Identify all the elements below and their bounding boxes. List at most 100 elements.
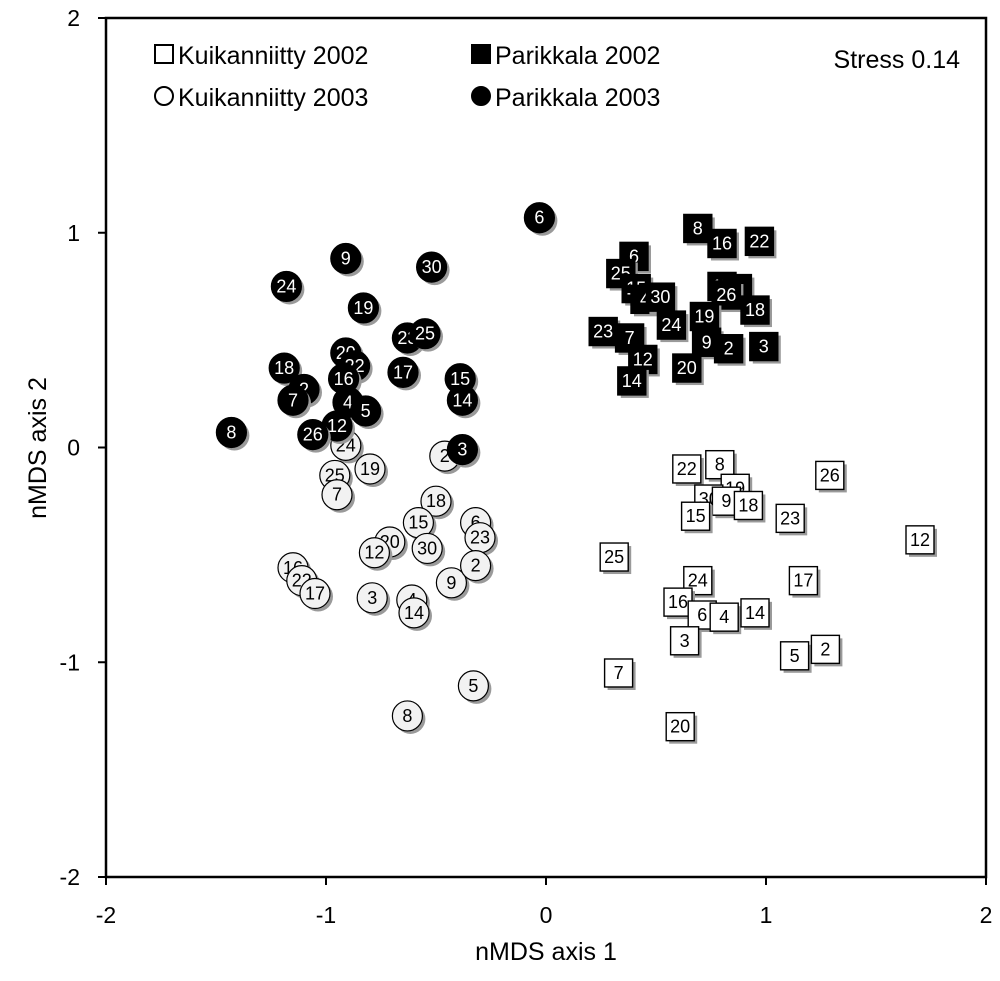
point-label: 5 bbox=[468, 676, 478, 696]
data-point: 24 bbox=[270, 270, 305, 305]
square-marker bbox=[672, 454, 702, 484]
point-label: 9 bbox=[702, 332, 712, 352]
point-label: 16 bbox=[668, 592, 688, 612]
y-axis-title: nMDS axis 2 bbox=[24, 377, 52, 519]
square-marker bbox=[775, 503, 805, 534]
point-label: 22 bbox=[749, 231, 769, 251]
data-point: 20 bbox=[672, 353, 704, 386]
circle-marker bbox=[398, 597, 430, 629]
y-tick-label: -2 bbox=[60, 864, 80, 890]
square-marker bbox=[683, 213, 713, 244]
square-marker bbox=[740, 598, 770, 628]
point-label: 16 bbox=[334, 369, 354, 389]
square-marker bbox=[680, 501, 711, 531]
point-label: 3 bbox=[367, 588, 377, 608]
circle-marker bbox=[523, 202, 556, 234]
point-label: 25 bbox=[415, 324, 435, 344]
series-parikkala-2003: 693024192325202218171621574514122683 bbox=[215, 202, 558, 468]
legend-label: Kuikanniitty 2003 bbox=[178, 84, 368, 112]
point-label: 9 bbox=[446, 573, 456, 593]
point-label: 18 bbox=[738, 495, 758, 515]
legend-circle-icon bbox=[154, 86, 174, 106]
point-label: 9 bbox=[721, 491, 731, 511]
data-point: 9 bbox=[330, 242, 364, 277]
legend-label: Parikkala 2003 bbox=[495, 84, 660, 112]
data-point: 25 bbox=[599, 542, 632, 575]
legend: Kuikanniitty 2002 Kuikanniitty 2003 Parikk… bbox=[154, 42, 660, 112]
x-tick-label: 0 bbox=[540, 902, 553, 928]
square-marker bbox=[740, 295, 770, 325]
data-point: 15 bbox=[680, 501, 713, 534]
point-label: 30 bbox=[650, 287, 670, 307]
point-label: 22 bbox=[677, 459, 697, 479]
circle-marker bbox=[347, 292, 379, 324]
data-point: 24 bbox=[683, 565, 715, 598]
circle-marker bbox=[409, 318, 441, 350]
square-marker bbox=[905, 525, 935, 555]
data-point: 8 bbox=[391, 700, 426, 734]
point-label: 20 bbox=[677, 358, 697, 378]
square-marker bbox=[672, 353, 702, 383]
square-marker bbox=[815, 460, 845, 491]
point-label: 6 bbox=[629, 246, 639, 266]
circle-marker bbox=[354, 453, 386, 485]
square-marker bbox=[788, 565, 819, 596]
point-label: 5 bbox=[361, 401, 371, 421]
circle-marker bbox=[330, 242, 362, 275]
data-point: 22 bbox=[672, 454, 704, 486]
data-point: 17 bbox=[299, 577, 333, 612]
data-point: 8 bbox=[215, 416, 250, 451]
x-tick-label: 1 bbox=[760, 902, 773, 928]
point-label: 2 bbox=[471, 556, 481, 576]
point-label: 3 bbox=[680, 631, 690, 651]
point-label: 8 bbox=[715, 455, 725, 475]
circle-marker bbox=[297, 419, 329, 451]
point-label: 24 bbox=[661, 315, 681, 335]
square-marker bbox=[733, 490, 764, 521]
point-label: 14 bbox=[404, 603, 424, 623]
data-point: 23 bbox=[464, 522, 498, 556]
data-point: 25 bbox=[409, 318, 443, 352]
point-label: 18 bbox=[274, 358, 294, 378]
point-label: 19 bbox=[694, 307, 714, 327]
circle-marker bbox=[321, 479, 353, 511]
y-tick-label: 0 bbox=[67, 435, 80, 461]
square-marker bbox=[588, 316, 618, 347]
point-label: 12 bbox=[364, 543, 384, 563]
point-label: 17 bbox=[393, 362, 413, 382]
data-point: 22 bbox=[744, 226, 777, 259]
square-marker bbox=[749, 331, 779, 362]
point-label: 17 bbox=[305, 584, 325, 604]
square-marker bbox=[707, 228, 737, 259]
circle-marker bbox=[460, 550, 492, 582]
point-label: 16 bbox=[712, 233, 732, 253]
data-point: 7 bbox=[277, 384, 311, 419]
circle-marker bbox=[435, 567, 467, 599]
legend-item: Parikkala 2002 bbox=[471, 42, 660, 70]
circle-marker bbox=[391, 700, 423, 732]
square-marker bbox=[617, 366, 647, 396]
point-label: 15 bbox=[408, 513, 428, 533]
data-point: 24 bbox=[656, 310, 689, 343]
circle-marker bbox=[268, 352, 300, 384]
data-point: 14 bbox=[446, 384, 481, 419]
square-marker bbox=[713, 334, 744, 364]
legend-label: Parikkala 2002 bbox=[495, 42, 660, 70]
square-marker bbox=[656, 310, 687, 340]
point-label: 2 bbox=[440, 446, 450, 466]
circle-marker bbox=[215, 416, 247, 449]
data-point: 3 bbox=[669, 626, 702, 658]
legend-square-icon bbox=[471, 44, 491, 64]
point-label: 12 bbox=[910, 530, 930, 550]
point-label: 7 bbox=[288, 390, 298, 410]
point-label: 6 bbox=[697, 605, 707, 625]
data-point: 14 bbox=[398, 597, 432, 631]
data-point: 6 bbox=[523, 202, 558, 236]
data-point: 3 bbox=[749, 331, 781, 364]
square-marker bbox=[744, 226, 775, 257]
data-point: 3 bbox=[356, 582, 391, 616]
square-marker bbox=[669, 626, 700, 656]
point-label: 24 bbox=[276, 276, 296, 296]
square-marker bbox=[683, 565, 713, 596]
